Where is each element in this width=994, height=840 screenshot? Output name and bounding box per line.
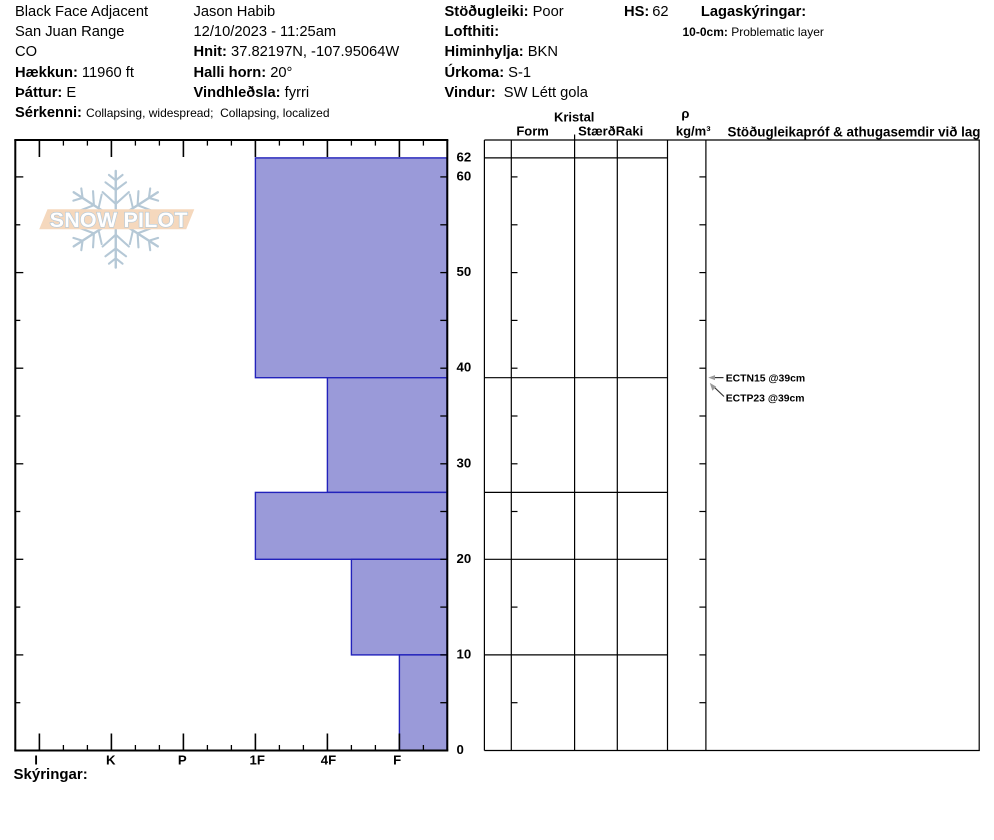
svg-text:30: 30: [457, 455, 472, 470]
svg-text:1F: 1F: [250, 752, 265, 767]
svg-text:K: K: [106, 752, 116, 767]
svg-text:I: I: [34, 752, 38, 767]
svg-text:ρ: ρ: [681, 106, 689, 121]
svg-text:ECTN15 @39cm: ECTN15 @39cm: [726, 373, 805, 384]
svg-text:0: 0: [457, 742, 464, 757]
svg-text:50: 50: [457, 264, 472, 279]
svg-text:60: 60: [457, 168, 472, 183]
svg-text:20: 20: [457, 551, 472, 566]
svg-text:P: P: [178, 752, 187, 767]
svg-text:40: 40: [457, 360, 472, 375]
svg-text:F: F: [393, 752, 401, 767]
svg-text:Stærð: Stærð: [578, 124, 616, 139]
svg-text:kg/m³: kg/m³: [676, 124, 711, 139]
svg-text:62: 62: [457, 149, 472, 164]
svg-text:SNOW PILOT: SNOW PILOT: [50, 208, 188, 232]
svg-text:10: 10: [457, 646, 472, 661]
svg-text:Stöðugleikapróf & athugasemdir: Stöðugleikapróf & athugasemdir við lag: [728, 125, 981, 140]
svg-text:Form: Form: [516, 124, 549, 139]
svg-text:ECTP23 @39cm: ECTP23 @39cm: [726, 393, 805, 404]
svg-text:4F: 4F: [321, 752, 336, 767]
svg-text:Kristal: Kristal: [554, 109, 594, 124]
svg-text:Raki: Raki: [616, 124, 643, 139]
